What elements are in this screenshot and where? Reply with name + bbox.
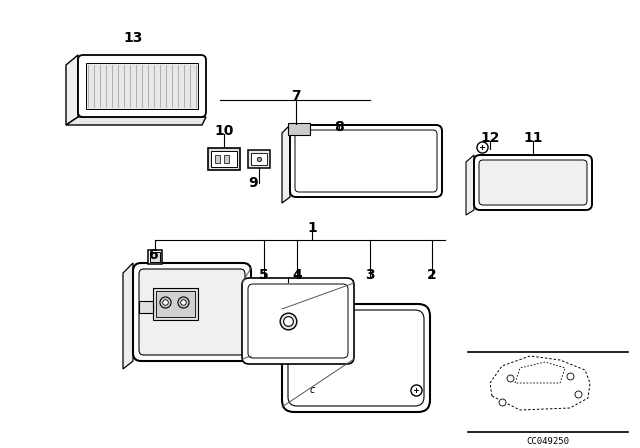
Bar (150, 252, 160, 262)
Text: 7: 7 (291, 89, 301, 103)
Text: 4: 4 (292, 268, 302, 282)
FancyBboxPatch shape (474, 155, 592, 210)
Polygon shape (123, 263, 133, 369)
Polygon shape (466, 155, 474, 215)
Bar (248, 150, 270, 168)
Bar (148, 250, 162, 264)
FancyBboxPatch shape (295, 130, 437, 192)
Bar (288, 123, 310, 135)
FancyBboxPatch shape (139, 269, 245, 355)
FancyBboxPatch shape (288, 310, 424, 406)
FancyBboxPatch shape (290, 125, 442, 197)
Bar (224, 155, 229, 163)
Text: 2: 2 (427, 268, 437, 282)
Text: 9: 9 (248, 176, 258, 190)
Text: 3: 3 (365, 268, 375, 282)
Polygon shape (66, 117, 206, 125)
Polygon shape (282, 125, 290, 203)
FancyBboxPatch shape (242, 278, 354, 364)
Bar (86, 63, 198, 109)
FancyBboxPatch shape (282, 304, 430, 412)
Text: 10: 10 (214, 124, 234, 138)
Polygon shape (66, 55, 78, 125)
Text: 11: 11 (524, 131, 543, 145)
Bar (215, 155, 220, 163)
FancyBboxPatch shape (133, 263, 251, 361)
Bar (251, 153, 267, 165)
Text: 12: 12 (480, 131, 500, 145)
Text: 5: 5 (259, 268, 269, 282)
Text: c: c (309, 385, 315, 395)
Bar (153, 288, 198, 320)
Bar (139, 301, 153, 313)
Text: 6: 6 (148, 248, 158, 262)
Text: 8: 8 (334, 120, 344, 134)
Bar (208, 148, 240, 170)
Bar (211, 151, 237, 167)
Bar (156, 291, 195, 317)
FancyBboxPatch shape (248, 284, 348, 358)
Text: 1: 1 (307, 221, 317, 235)
FancyBboxPatch shape (479, 160, 587, 205)
Text: 13: 13 (124, 31, 143, 45)
Text: CC049250: CC049250 (527, 437, 570, 446)
FancyBboxPatch shape (78, 55, 206, 117)
